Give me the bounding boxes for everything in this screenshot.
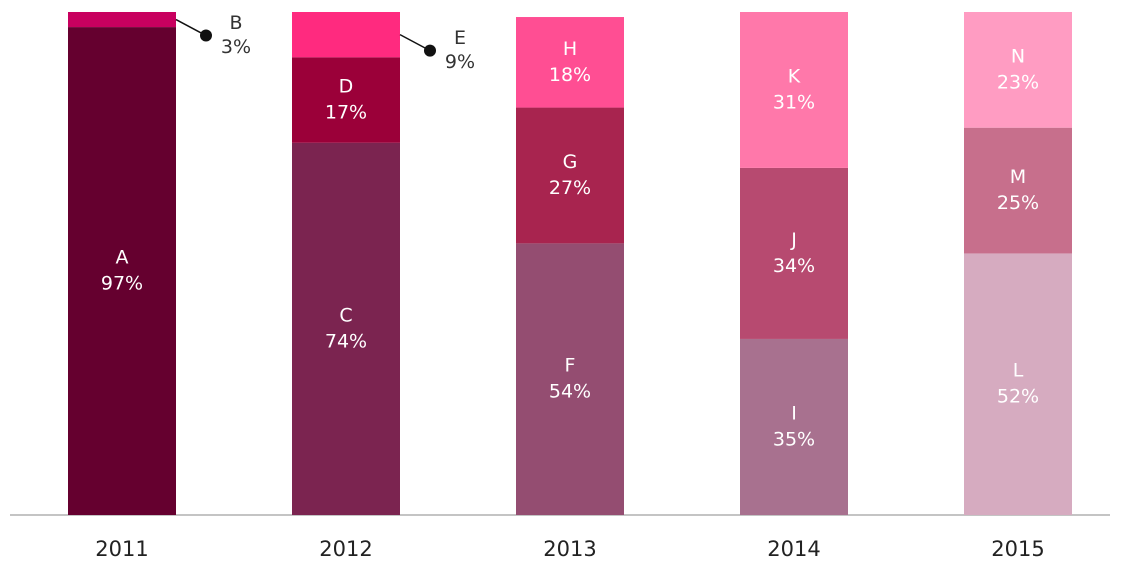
data-label: 18%: [549, 64, 591, 86]
data-label: 27%: [549, 177, 591, 199]
data-label: 17%: [325, 102, 367, 124]
bar-segment: [964, 253, 1072, 515]
bar-segment: [292, 57, 400, 143]
callout-dot: [200, 29, 212, 42]
x-tick-label: 2013: [543, 537, 596, 561]
data-label: 54%: [549, 381, 591, 403]
bar-segment: [740, 12, 848, 168]
bar-segment: [516, 243, 624, 515]
segment-name: M: [1010, 166, 1026, 188]
segment-name: E: [454, 27, 466, 49]
bar-segment: [964, 127, 1072, 254]
bar-segment: [516, 107, 624, 244]
bar-segment: [740, 338, 848, 515]
x-tick-label: 2014: [767, 537, 820, 561]
data-label: 23%: [997, 71, 1039, 93]
bar-segment: [740, 167, 848, 339]
data-label: 34%: [773, 255, 815, 277]
data-label: 52%: [997, 386, 1039, 408]
data-label: 97%: [101, 273, 143, 295]
callout-dot: [424, 44, 436, 57]
segment-name: H: [563, 38, 577, 60]
x-tick-label: 2012: [319, 537, 372, 561]
data-label: 9%: [445, 51, 475, 73]
segment-name: I: [791, 402, 797, 424]
data-label: 3%: [221, 36, 251, 58]
segment-name: L: [1013, 360, 1024, 382]
bar-segment: [68, 27, 176, 516]
segment-name: K: [788, 65, 801, 87]
bar-segment: [292, 12, 400, 58]
segment-name: A: [116, 247, 129, 269]
bar-segment: [516, 17, 624, 108]
data-label: 25%: [997, 192, 1039, 214]
segment-name: N: [1011, 45, 1025, 67]
bar-segment: [68, 12, 176, 28]
segment-name: B: [229, 12, 242, 34]
segment-name: J: [790, 229, 797, 251]
data-label: 31%: [773, 91, 815, 113]
segment-name: F: [565, 355, 576, 377]
segment-name: C: [339, 304, 352, 326]
x-tick-label: 2015: [991, 537, 1044, 561]
segment-name: D: [339, 76, 354, 98]
data-label: 35%: [773, 428, 815, 450]
data-label: 74%: [325, 330, 367, 352]
bar-segment: [964, 12, 1072, 128]
segment-name: G: [563, 151, 578, 173]
bar-segment: [292, 142, 400, 515]
x-tick-label: 2011: [95, 537, 148, 561]
